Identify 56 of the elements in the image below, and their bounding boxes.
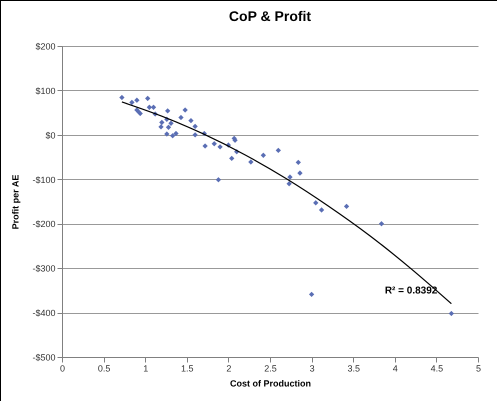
x-tick-label: 0.5	[98, 364, 110, 374]
point	[229, 156, 234, 162]
y-axis-title: Profit per AE	[10, 174, 20, 230]
point	[158, 124, 164, 130]
x-tick-label: 4.5	[430, 364, 444, 374]
x-axis-title: Cost of Production	[230, 378, 311, 388]
point	[129, 100, 135, 106]
point	[165, 108, 170, 114]
point	[216, 177, 222, 182]
point	[145, 96, 150, 102]
x-tick-label: 3	[310, 364, 315, 374]
point	[170, 133, 176, 138]
point	[296, 160, 301, 166]
point	[212, 141, 217, 146]
y-tick-label: -$200	[32, 219, 56, 230]
chart-title: CoP & Profit	[228, 8, 312, 24]
x-tick-label: 4	[392, 364, 398, 374]
point	[286, 181, 292, 186]
point	[173, 130, 179, 136]
point	[159, 120, 164, 126]
x-tick-label: 3.5	[347, 364, 360, 374]
x-tick-label: 5	[476, 364, 482, 374]
point	[192, 132, 198, 138]
x-tick-label: 0	[60, 364, 66, 374]
y-tick-label: $200	[35, 42, 56, 52]
point	[164, 131, 170, 137]
x-tick-label: 1.5	[181, 364, 194, 374]
y-tick-label: -$400	[32, 308, 56, 318]
x-tick-label: 2	[226, 364, 232, 374]
y-tick-label: $0	[45, 130, 56, 140]
x-tick-label: 2.5	[264, 364, 277, 374]
point	[287, 174, 293, 180]
point	[448, 310, 454, 316]
point	[178, 114, 184, 120]
point	[318, 207, 324, 213]
point	[313, 200, 318, 206]
y-tick-label: $100	[35, 86, 56, 96]
point	[260, 152, 266, 158]
point	[188, 118, 194, 124]
point	[119, 94, 125, 100]
x-tick-label: 1	[143, 364, 148, 374]
point	[182, 107, 188, 113]
point	[297, 170, 303, 176]
point	[134, 98, 140, 103]
line-series	[121, 101, 452, 304]
point	[248, 159, 254, 165]
point	[308, 292, 314, 297]
y-tick-label: -$300	[32, 264, 56, 274]
annotation: R² = 0.8392	[384, 286, 438, 297]
point	[276, 148, 281, 154]
y-tick-label: -$500	[32, 352, 56, 362]
point	[202, 143, 208, 149]
point	[344, 204, 350, 210]
y-tick-label: -$100	[32, 174, 56, 185]
point	[192, 124, 198, 130]
point	[217, 144, 223, 150]
